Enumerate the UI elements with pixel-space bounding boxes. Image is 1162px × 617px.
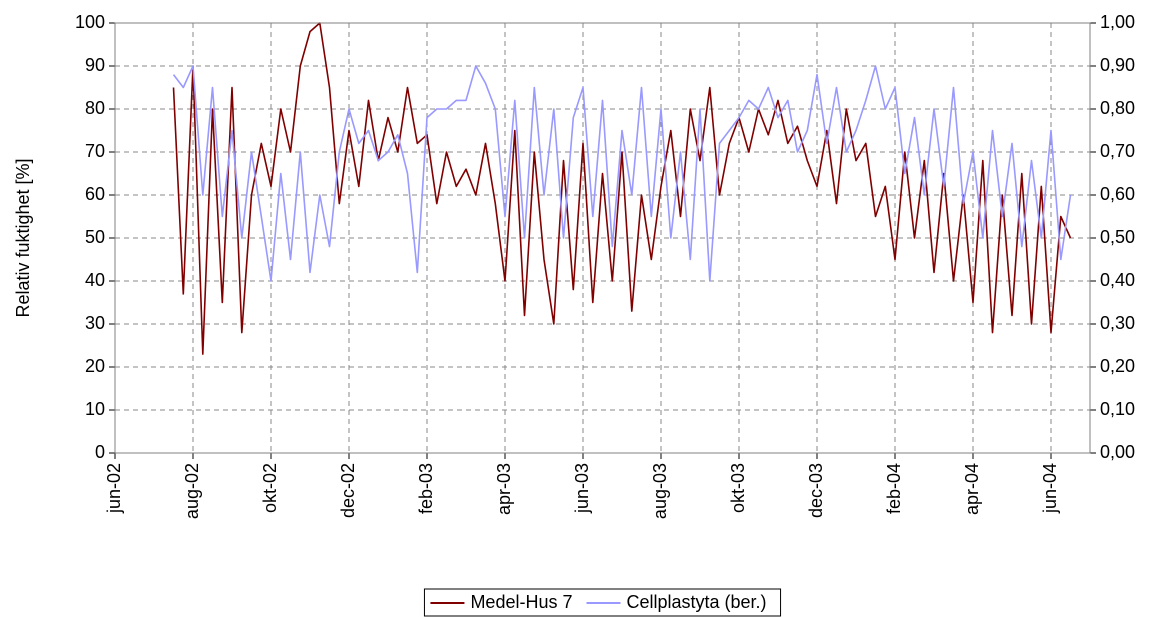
x-tick-label: okt-02 [260,463,280,513]
y-tick-label: 70 [85,141,105,161]
y2-tick-label: 0,00 [1100,442,1135,462]
y-tick-label: 80 [85,98,105,118]
y-tick-label: 60 [85,184,105,204]
y-tick-label: 40 [85,270,105,290]
y-tick-label: 50 [85,227,105,247]
legend-label: Medel-Hus 7 [470,592,572,612]
y2-tick-label: 1,00 [1100,12,1135,32]
x-tick-label: jun-02 [104,463,124,514]
x-tick-label: okt-03 [728,463,748,513]
y2-tick-label: 0,80 [1100,98,1135,118]
y2-tick-label: 0,30 [1100,313,1135,333]
y2-tick-label: 0,10 [1100,399,1135,419]
y2-tick-label: 0,20 [1100,356,1135,376]
x-tick-label: aug-03 [650,463,670,519]
x-tick-label: dec-02 [338,463,358,518]
x-tick-label: jun-03 [572,463,592,514]
y-tick-label: 20 [85,356,105,376]
legend-label: Cellplastyta (ber.) [626,592,766,612]
x-tick-label: feb-03 [416,463,436,514]
series-line [172,22,1072,355]
x-tick-label: apr-03 [494,463,514,515]
y-tick-label: 30 [85,313,105,333]
x-tick-label: dec-03 [806,463,826,518]
y-tick-label: 90 [85,55,105,75]
x-tick-label: apr-04 [962,463,982,515]
series-line [172,65,1072,282]
x-tick-label: feb-04 [884,463,904,514]
y2-tick-label: 0,90 [1100,55,1135,75]
y-axis-label: Relativ fuktighet [%] [13,158,33,317]
y2-tick-label: 0,50 [1100,227,1135,247]
plot-border [114,22,1091,454]
y-tick-label: 10 [85,399,105,419]
x-tick-label: aug-02 [182,463,202,519]
y-tick-label: 100 [75,12,105,32]
y2-tick-label: 0,40 [1100,270,1135,290]
y2-tick-label: 0,70 [1100,141,1135,161]
legend: Medel-Hus 7 Cellplastyta (ber.) [423,588,782,617]
y-tick-label: 0 [95,442,105,462]
y2-tick-label: 0,60 [1100,184,1135,204]
x-tick-label: jun-04 [1040,463,1060,514]
